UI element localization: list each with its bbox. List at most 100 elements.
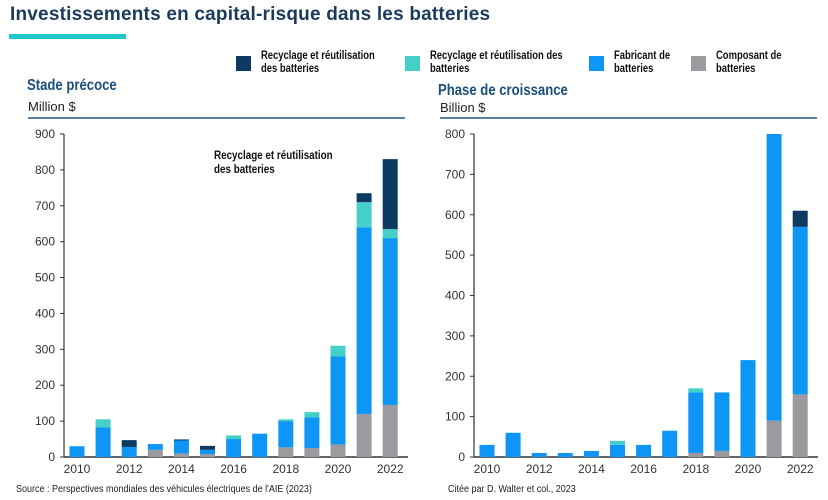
left-bar-segment-2015-s0 (200, 454, 215, 457)
right-y-tick-label: 800 (445, 127, 465, 141)
right-y-tick-label: 200 (445, 369, 465, 383)
left-x-tick-label: 2016 (220, 462, 247, 476)
legend-swatch (405, 56, 420, 71)
left-header-rule (28, 117, 405, 119)
right-bar-segment-2018-s2 (688, 388, 704, 393)
legend-label: Recyclage et réutilisation des batteries (261, 50, 375, 75)
left-y-tick-label: 300 (35, 342, 55, 356)
page-title: Investissements en capital-risque dans l… (10, 4, 491, 25)
legend-item-composant: Composant de batteries (691, 50, 796, 76)
right-bar-segment-2022-s0 (792, 394, 808, 457)
right-bar-segment-2021-s0 (766, 420, 782, 457)
left-bar-segment-2019-s1 (304, 417, 320, 449)
legend-label: Composant de batteries (716, 50, 782, 75)
right-x-tick-label: 2016 (630, 462, 657, 476)
left-bar-segment-2020-s0 (330, 444, 346, 457)
source-note: Source : Perspectives mondiales des véhi… (16, 484, 312, 495)
legend-swatch (691, 56, 706, 71)
right-y-tick-label: 100 (445, 410, 465, 424)
right-bar-segment-2012-s1 (531, 452, 547, 457)
legend-label: Fabricant de batteries (614, 50, 671, 75)
right-y-tick-label: 0 (458, 450, 465, 464)
left-bar-segment-2018-s2 (278, 419, 294, 422)
left-y-tick-label: 100 (35, 414, 55, 428)
right-bar-segment-2015-s1 (610, 444, 625, 457)
left-bar-segment-2022-s2 (382, 229, 398, 239)
left-y-tick-label: 500 (35, 271, 55, 285)
left-x-tick-label: 2022 (377, 462, 404, 476)
legend-item-fabricant: Fabricant de batteries (589, 50, 682, 76)
left-y-tick-label: 400 (35, 306, 55, 320)
left-bar-segment-2021-s3 (356, 193, 372, 203)
left-bar-segment-2014-s1 (173, 440, 189, 454)
right-y-tick-label: 300 (445, 329, 465, 343)
left-bar-segment-2021-s0 (356, 413, 372, 457)
left-bar-segment-2012-s1 (121, 446, 137, 457)
left-bar-segment-2022-s1 (382, 238, 398, 405)
right-bar-segment-2020-s1 (740, 360, 756, 457)
left-bar-segment-2017-s1 (252, 433, 268, 457)
left-x-tick-label: 2012 (116, 462, 143, 476)
right-bar-segment-2016-s1 (636, 444, 652, 457)
left-bar-segment-2021-s1 (356, 227, 372, 414)
left-bar-segment-2018-s1 (278, 421, 294, 448)
left-bar-segment-2015-s1 (200, 449, 215, 455)
left-bar-segment-2011-s2 (95, 419, 111, 428)
left-bar-segment-2011-s1 (95, 427, 111, 457)
right-x-tick-label: 2020 (735, 462, 762, 476)
left-y-tick-label: 200 (35, 378, 55, 392)
right-bar-segment-2021-s1 (766, 134, 782, 421)
left-y-tick-label: 0 (48, 450, 55, 464)
left-y-tick-label: 900 (35, 127, 55, 141)
right-panel-title: Phase de croissance (438, 82, 568, 99)
left-bar-segment-2019-s0 (304, 448, 320, 457)
left-bar-segment-2010-s1 (69, 446, 85, 457)
right-bar-segment-2014-s1 (583, 450, 599, 457)
left-unit-label: Million $ (28, 99, 76, 114)
right-y-tick-label: 700 (445, 167, 465, 181)
left-x-tick-label: 2020 (325, 462, 352, 476)
left-bar-segment-2020-s2 (330, 345, 346, 357)
left-y-tick-label: 700 (35, 199, 55, 213)
right-bar-segment-2013-s1 (557, 452, 573, 457)
right-x-tick-label: 2010 (474, 462, 501, 476)
right-unit-label: Billion $ (440, 100, 486, 115)
left-y-tick-label: 600 (35, 235, 55, 249)
right-y-tick-label: 400 (445, 289, 465, 303)
right-bar-segment-2017-s1 (662, 430, 678, 457)
left-bar-segment-2013-s1 (147, 444, 163, 450)
right-x-tick-label: 2012 (526, 462, 553, 476)
left-bar-segment-2019-s2 (304, 412, 320, 418)
legend-swatch (589, 56, 604, 71)
title-accent-bar (9, 34, 126, 39)
left-bar-segment-2018-s0 (278, 447, 294, 457)
legend-swatch (236, 56, 251, 71)
right-y-tick-label: 600 (445, 208, 465, 222)
left-bar-segment-2013-s0 (147, 449, 163, 457)
left-bar-segment-2015-s3 (200, 445, 215, 450)
legend-item-recyclage-navy: Recyclage et réutilisation des batteries (236, 50, 400, 76)
legend-label: Recyclage et réutilisation des batteries (430, 50, 563, 75)
legend-item-recyclage-teal: Recyclage et réutilisation des batteries (405, 50, 592, 76)
left-x-tick-label: 2018 (272, 462, 299, 476)
right-bar-segment-2011-s1 (505, 432, 521, 457)
left-x-tick-label: 2010 (64, 462, 91, 476)
right-bar-segment-2018-s1 (688, 392, 704, 453)
right-bar-segment-2010-s1 (479, 444, 495, 457)
right-y-tick-label: 500 (445, 248, 465, 262)
right-bar-segment-2022-s3 (792, 210, 808, 227)
left-bar-segment-2014-s0 (173, 453, 189, 457)
left-bar-segment-2012-s3 (121, 440, 137, 447)
right-x-tick-label: 2018 (682, 462, 709, 476)
right-bar-segment-2015-s2 (610, 440, 625, 445)
right-bar-segment-2022-s1 (792, 226, 808, 395)
right-header-rule (440, 117, 817, 119)
left-bar-segment-2020-s1 (330, 356, 346, 445)
right-x-tick-label: 2014 (578, 462, 605, 476)
citation-note: Citée par D. Walter et col., 2023 (448, 484, 576, 495)
right-x-tick-label: 2022 (787, 462, 814, 476)
left-bar-segment-2016-s2 (226, 435, 242, 440)
left-bar-segment-2016-s1 (226, 439, 242, 457)
left-panel-title: Stade précoce (27, 77, 117, 94)
